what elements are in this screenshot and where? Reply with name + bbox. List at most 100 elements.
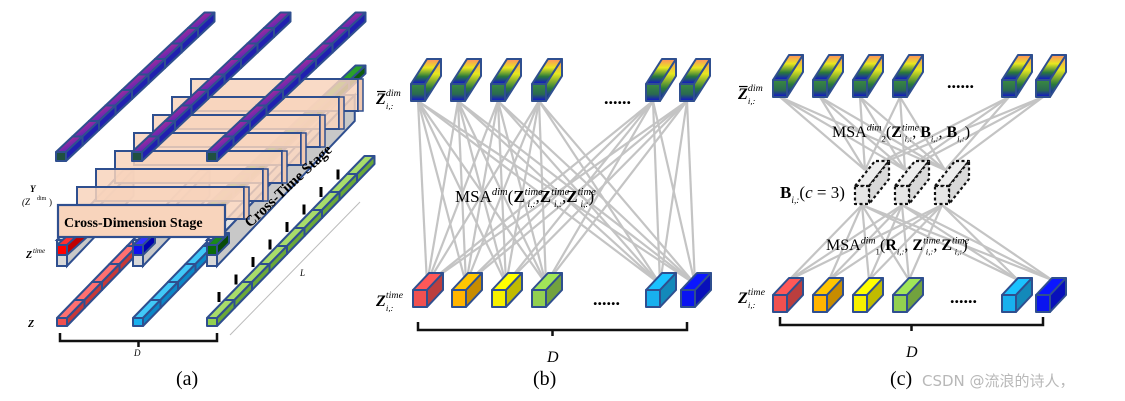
connection-line: [545, 100, 688, 285]
bar-segment: [132, 299, 162, 327]
formula-part: B: [920, 124, 931, 141]
formula-part: ): [589, 187, 595, 206]
msa2-formula: MSAdim2(Ztime i,:, Bi,:, Bi,:): [832, 122, 970, 143]
router-block: [933, 159, 971, 206]
time-block: [1035, 277, 1067, 313]
connection-line: [868, 204, 943, 281]
block-front: [132, 244, 144, 256]
connection-line: [861, 203, 1053, 282]
block-front: [852, 294, 868, 313]
connection-line: [904, 96, 1010, 171]
formula-part: B: [780, 183, 791, 202]
time-block: [491, 272, 523, 308]
dim-block: [812, 54, 844, 98]
dim-block: [1035, 54, 1067, 98]
ztime-sup: time: [33, 247, 45, 255]
ztime-label: Z: [25, 250, 32, 261]
time-block: [1001, 277, 1033, 313]
connection-line: [788, 204, 903, 281]
var-sub: i,:: [386, 101, 394, 111]
connection-line: [464, 100, 541, 285]
connection-line: [504, 100, 541, 285]
formula-part: 1: [876, 246, 880, 256]
panel-b: MSAdim(Ztime i,:,Ztime i,:,Ztime i,:)......…: [375, 58, 712, 390]
block-front: [772, 294, 788, 313]
formula-part: ,: [536, 187, 540, 206]
connection-line: [941, 204, 1053, 281]
formula-part: i,:: [957, 133, 965, 143]
connection-line: [819, 96, 866, 171]
connection-line: [828, 204, 943, 281]
var-base: Z: [375, 91, 386, 108]
connection-line: [944, 96, 1010, 171]
formula-part: MSA: [826, 237, 861, 254]
connection-line: [537, 100, 548, 285]
formula-part: Z: [566, 187, 577, 206]
l-brace: [229, 201, 361, 336]
formula-part: 2: [882, 133, 886, 143]
ellipsis-bottom: ......: [593, 289, 620, 309]
msa1-formula: MSAdim1(Ri,:, Ztime i,:, Ztime i,:): [826, 235, 970, 256]
connection-line: [416, 100, 429, 285]
connection-lines: [416, 100, 697, 285]
var-sup: dim: [386, 88, 401, 99]
purple-bar: [206, 11, 367, 162]
slab-side: [338, 96, 345, 130]
panel-a: Cross-Dimension Stage Cross-Time StageY(Z…: [22, 11, 376, 390]
connection-line: [425, 100, 500, 285]
time-block: [645, 272, 677, 308]
block-front: [772, 79, 788, 98]
formula-part: ,: [904, 237, 912, 254]
block-front: [206, 151, 218, 162]
block-front: [893, 184, 911, 206]
formula-part: c: [805, 183, 813, 202]
formula-part: i,:: [905, 133, 913, 143]
bar-segment: [131, 135, 160, 162]
slab-side: [281, 150, 288, 184]
block-front: [206, 244, 218, 256]
block-front: [1001, 79, 1017, 98]
formula-part: (: [799, 183, 805, 202]
block-front: [56, 317, 68, 327]
connection-line: [899, 96, 946, 171]
formula-part: i,:: [554, 200, 562, 210]
time-block: [451, 272, 483, 308]
d-brace: [778, 317, 1045, 331]
y-label: Y: [30, 184, 37, 194]
connection-line: [426, 100, 688, 285]
formula-part: i,:: [926, 246, 934, 256]
formula-part: time: [525, 187, 543, 198]
var-sup: time: [386, 290, 404, 301]
bar-segment: [56, 299, 86, 327]
panel-label: (c): [890, 368, 912, 390]
d-label: D: [133, 348, 141, 358]
formula-part: ): [962, 237, 967, 254]
var-sub: i,:: [748, 300, 756, 310]
block-front: [812, 294, 828, 313]
formula-part: ,: [938, 124, 946, 141]
block-front: [206, 317, 218, 327]
router-block: [893, 159, 931, 206]
zdim-sup: dim: [37, 196, 47, 202]
panel-c: MSAdim2(Ztime i,:, Bi,:, Bi,:) MSAdim1(Ri,…: [737, 54, 1067, 390]
block-front: [1001, 294, 1017, 313]
connection-line: [788, 204, 943, 281]
connection-line: [898, 96, 907, 171]
formula-part: time: [952, 235, 970, 246]
msa-formula: MSAdim(Ztime i,:,Ztime i,:,Ztime i,:): [455, 187, 596, 210]
formula-part: B: [946, 124, 957, 141]
connection-line: [465, 100, 688, 285]
watermark: CSDN @流浪的诗人，: [922, 372, 1075, 390]
formula-part: ,: [562, 187, 566, 206]
formula-part: ,: [933, 237, 941, 254]
connection-line: [907, 204, 944, 281]
d-label: D: [546, 349, 559, 366]
router-label: Bi,:(c = 3): [780, 183, 845, 206]
formula-part: i,:: [955, 246, 963, 256]
block-front: [1035, 294, 1051, 313]
light-green-bar: [206, 155, 376, 327]
dim-block: [679, 58, 711, 102]
cross-dimension-label: Cross-Dimension Stage: [64, 216, 203, 231]
